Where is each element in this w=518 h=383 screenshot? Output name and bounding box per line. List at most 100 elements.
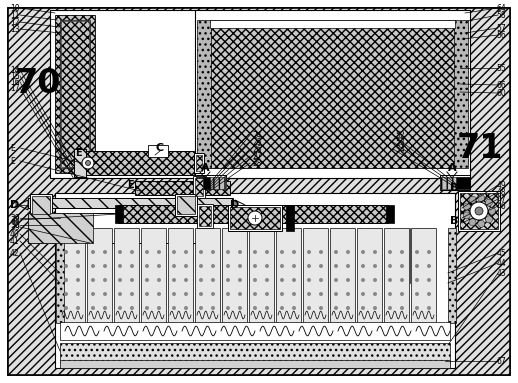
- Text: 15: 15: [10, 72, 20, 80]
- Circle shape: [400, 250, 404, 254]
- Bar: [55, 193, 455, 368]
- Circle shape: [427, 264, 431, 268]
- Text: 48: 48: [496, 188, 506, 196]
- Circle shape: [475, 207, 483, 215]
- Text: 58: 58: [496, 10, 506, 20]
- Bar: [141, 228, 166, 323]
- Circle shape: [373, 278, 377, 282]
- Circle shape: [172, 278, 176, 282]
- Bar: [357, 228, 382, 323]
- Bar: [197, 204, 213, 228]
- Circle shape: [400, 306, 404, 310]
- Bar: [82, 151, 194, 175]
- Text: 53: 53: [395, 137, 405, 147]
- Text: 12: 12: [10, 18, 20, 26]
- Circle shape: [157, 250, 161, 254]
- Text: 55: 55: [496, 64, 506, 72]
- Bar: [195, 228, 220, 323]
- Circle shape: [373, 306, 377, 310]
- Text: 25: 25: [252, 137, 262, 147]
- Circle shape: [184, 292, 188, 296]
- Circle shape: [280, 292, 284, 296]
- Circle shape: [103, 306, 107, 310]
- Text: E: E: [10, 144, 15, 152]
- Bar: [230, 207, 280, 229]
- Circle shape: [415, 306, 419, 310]
- Circle shape: [334, 292, 338, 296]
- Circle shape: [307, 278, 311, 282]
- Bar: [28, 213, 93, 243]
- Circle shape: [184, 250, 188, 254]
- Circle shape: [470, 202, 488, 220]
- Circle shape: [145, 250, 149, 254]
- Circle shape: [64, 292, 68, 296]
- Circle shape: [76, 278, 80, 282]
- Bar: [114, 228, 139, 323]
- Circle shape: [319, 292, 323, 296]
- Circle shape: [292, 292, 296, 296]
- Circle shape: [307, 292, 311, 296]
- Text: 26: 26: [252, 144, 262, 154]
- Circle shape: [307, 250, 311, 254]
- Text: 71: 71: [457, 131, 503, 165]
- Bar: [460, 193, 498, 229]
- Circle shape: [469, 196, 476, 203]
- Bar: [303, 228, 328, 323]
- Circle shape: [211, 278, 215, 282]
- Circle shape: [427, 292, 431, 296]
- Circle shape: [130, 250, 134, 254]
- Bar: [454, 20, 468, 168]
- Bar: [210, 20, 455, 168]
- Bar: [168, 228, 193, 323]
- Circle shape: [118, 278, 122, 282]
- Bar: [195, 178, 203, 196]
- Bar: [276, 228, 301, 323]
- Circle shape: [346, 250, 350, 254]
- Circle shape: [319, 306, 323, 310]
- Circle shape: [64, 264, 68, 268]
- Text: 10: 10: [10, 3, 20, 13]
- Circle shape: [265, 250, 269, 254]
- Circle shape: [82, 157, 94, 169]
- Circle shape: [478, 220, 485, 227]
- Circle shape: [103, 278, 107, 282]
- Text: D: D: [10, 200, 16, 210]
- Circle shape: [280, 264, 284, 268]
- Text: 54: 54: [395, 144, 405, 154]
- Bar: [60, 322, 450, 340]
- Circle shape: [64, 278, 68, 282]
- Circle shape: [388, 292, 392, 296]
- Circle shape: [253, 264, 257, 268]
- Circle shape: [488, 208, 496, 214]
- Circle shape: [373, 250, 377, 254]
- Bar: [458, 191, 500, 231]
- Circle shape: [415, 250, 419, 254]
- Bar: [175, 194, 197, 216]
- Circle shape: [76, 306, 80, 310]
- Text: 56: 56: [496, 31, 506, 39]
- Circle shape: [280, 250, 284, 254]
- Circle shape: [415, 264, 419, 268]
- Circle shape: [184, 306, 188, 310]
- Circle shape: [238, 250, 242, 254]
- Circle shape: [307, 306, 311, 310]
- Circle shape: [463, 203, 470, 210]
- Circle shape: [400, 264, 404, 268]
- Text: 38: 38: [10, 216, 20, 224]
- Circle shape: [184, 278, 188, 282]
- Bar: [330, 228, 355, 323]
- Circle shape: [64, 250, 68, 254]
- Bar: [196, 155, 202, 171]
- Circle shape: [226, 264, 230, 268]
- Bar: [440, 175, 470, 190]
- Bar: [386, 205, 394, 223]
- Bar: [60, 343, 450, 363]
- Text: B: B: [450, 216, 458, 226]
- Circle shape: [130, 292, 134, 296]
- Text: 27: 27: [252, 152, 262, 160]
- Circle shape: [319, 264, 323, 268]
- Bar: [60, 228, 85, 323]
- Bar: [32, 196, 50, 214]
- Text: 43: 43: [496, 268, 506, 278]
- Text: D: D: [10, 200, 20, 210]
